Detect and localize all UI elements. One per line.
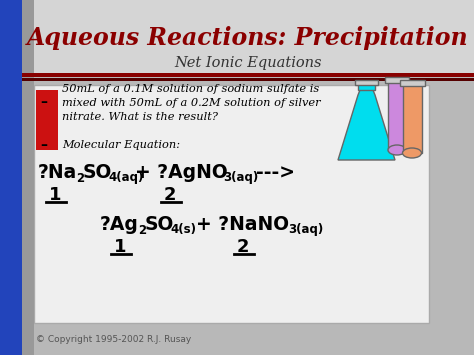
Polygon shape [338, 85, 395, 160]
Text: 50mL of a 0.1M solution of sodium sulfate is
mixed with 50mL of a 0.2M solution : 50mL of a 0.1M solution of sodium sulfat… [62, 83, 320, 122]
Polygon shape [403, 83, 422, 153]
Text: 3(aq): 3(aq) [288, 224, 323, 236]
Bar [22, 73, 474, 77]
Polygon shape [388, 80, 406, 150]
Text: 3(aq): 3(aq) [223, 171, 258, 185]
Text: --->: ---> [256, 164, 295, 182]
Text: Net Ionic Equations: Net Ionic Equations [174, 56, 322, 70]
Text: 4(s): 4(s) [170, 224, 196, 236]
Bar [36, 90, 58, 150]
Bar [0, 0, 22, 355]
Text: ?Ag: ?Ag [100, 215, 139, 235]
Text: 1: 1 [49, 186, 61, 204]
Text: 2: 2 [237, 238, 249, 256]
Text: 4(aq): 4(aq) [108, 171, 143, 185]
Text: –: – [40, 95, 47, 109]
Bar [0, 0, 474, 75]
Bar [0, 75, 474, 355]
Bar [355, 80, 378, 85]
FancyBboxPatch shape [34, 85, 429, 323]
Bar [385, 77, 409, 83]
Text: SO: SO [83, 164, 112, 182]
Bar [358, 82, 375, 90]
Bar [22, 78, 474, 81]
Text: SO: SO [145, 215, 174, 235]
Text: Molecular Equation:: Molecular Equation: [62, 140, 180, 150]
Text: + ?NaNO: + ?NaNO [196, 215, 289, 235]
Bar [22, 0, 34, 355]
Text: ?Na: ?Na [38, 164, 77, 182]
Text: 2: 2 [164, 186, 176, 204]
Text: –: – [40, 138, 47, 152]
Ellipse shape [388, 145, 406, 155]
Text: 1: 1 [114, 238, 126, 256]
Text: + ?AgNO: + ?AgNO [135, 164, 228, 182]
Text: 2: 2 [138, 224, 146, 236]
Text: Aqueous Reactions: Precipitation: Aqueous Reactions: Precipitation [27, 26, 469, 50]
Bar [400, 80, 425, 86]
Ellipse shape [402, 148, 421, 158]
Text: 2: 2 [76, 171, 84, 185]
Text: © Copyright 1995-2002 R.J. Rusay: © Copyright 1995-2002 R.J. Rusay [36, 334, 191, 344]
